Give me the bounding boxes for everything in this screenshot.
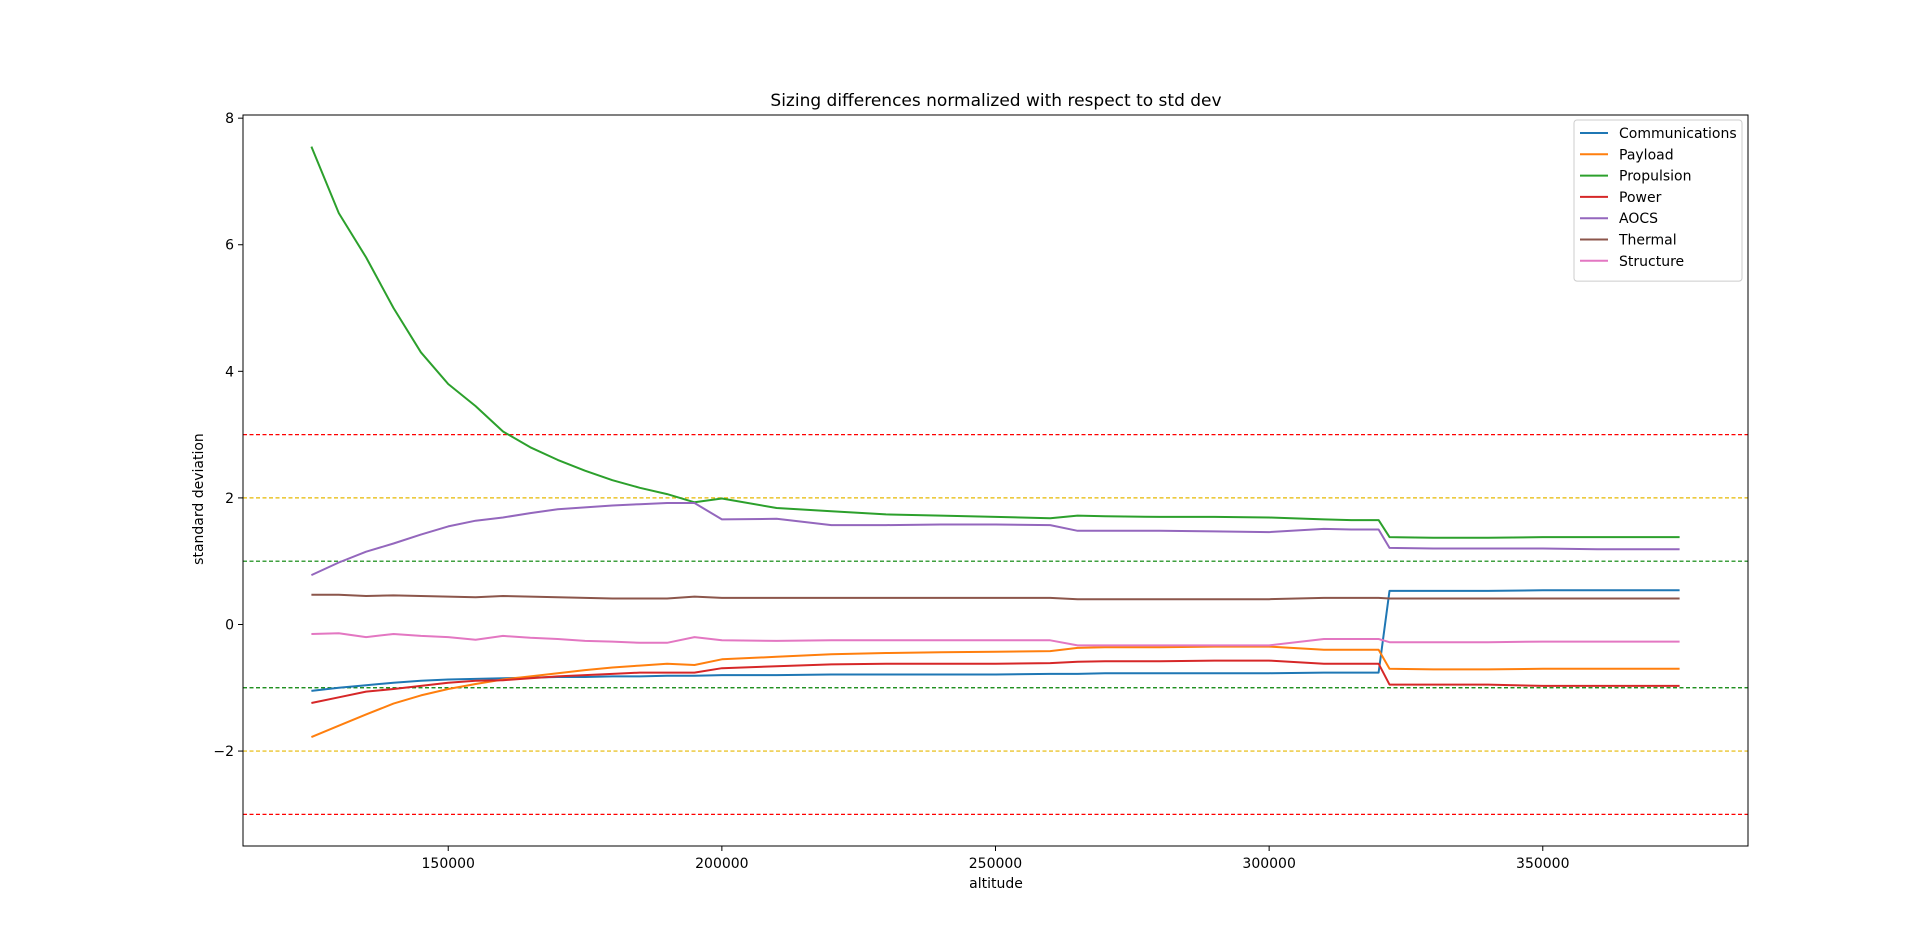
y-tick-label: 8 — [225, 111, 234, 127]
series-line-structure — [311, 632, 1680, 647]
y-tick-label: 2 — [225, 491, 234, 507]
legend-label-aocs: AOCS — [1619, 211, 1658, 227]
y-axis-label: standard deviation — [191, 433, 207, 565]
legend-box — [1573, 119, 1743, 282]
legend-label-structure: Structure — [1619, 254, 1684, 270]
y-tick-label: −2 — [213, 744, 234, 760]
x-tick-label: 250000 — [969, 856, 1022, 872]
x-axis-label: altitude — [969, 876, 1023, 892]
legend-label-power: Power — [1619, 190, 1662, 206]
x-tick-label: 200000 — [695, 856, 748, 872]
legend-label-payload: Payload — [1619, 147, 1674, 163]
series-line-aocs — [310, 502, 1680, 577]
y-tick-label: 4 — [225, 364, 234, 380]
series-line-communications — [311, 589, 1680, 692]
series-line-propulsion — [310, 146, 1680, 539]
series-line-power — [311, 659, 1680, 704]
legend-label-thermal: Thermal — [1618, 233, 1677, 249]
legend-label-communications: Communications — [1619, 126, 1737, 142]
series-line-payload — [311, 645, 1680, 739]
reference-lines — [243, 434, 1748, 815]
y-tick-label: 6 — [225, 238, 234, 254]
legend-label-propulsion: Propulsion — [1619, 169, 1691, 185]
x-tick-label: 350000 — [1516, 856, 1569, 872]
y-tick-label: 0 — [225, 617, 234, 633]
x-tick-label: 150000 — [422, 856, 475, 872]
y-axis: −2 0 2 4 6 8 — [213, 111, 243, 760]
series-line-thermal — [311, 593, 1680, 601]
chart-title: Sizing differences normalized with respe… — [770, 91, 1221, 111]
series-lines — [310, 146, 1680, 739]
x-axis: 150000 200000 250000 300000 350000 — [422, 846, 1569, 872]
legend: Communications Payload Propulsion Power AOCS… — [1573, 119, 1743, 282]
x-tick-label: 300000 — [1242, 856, 1295, 872]
